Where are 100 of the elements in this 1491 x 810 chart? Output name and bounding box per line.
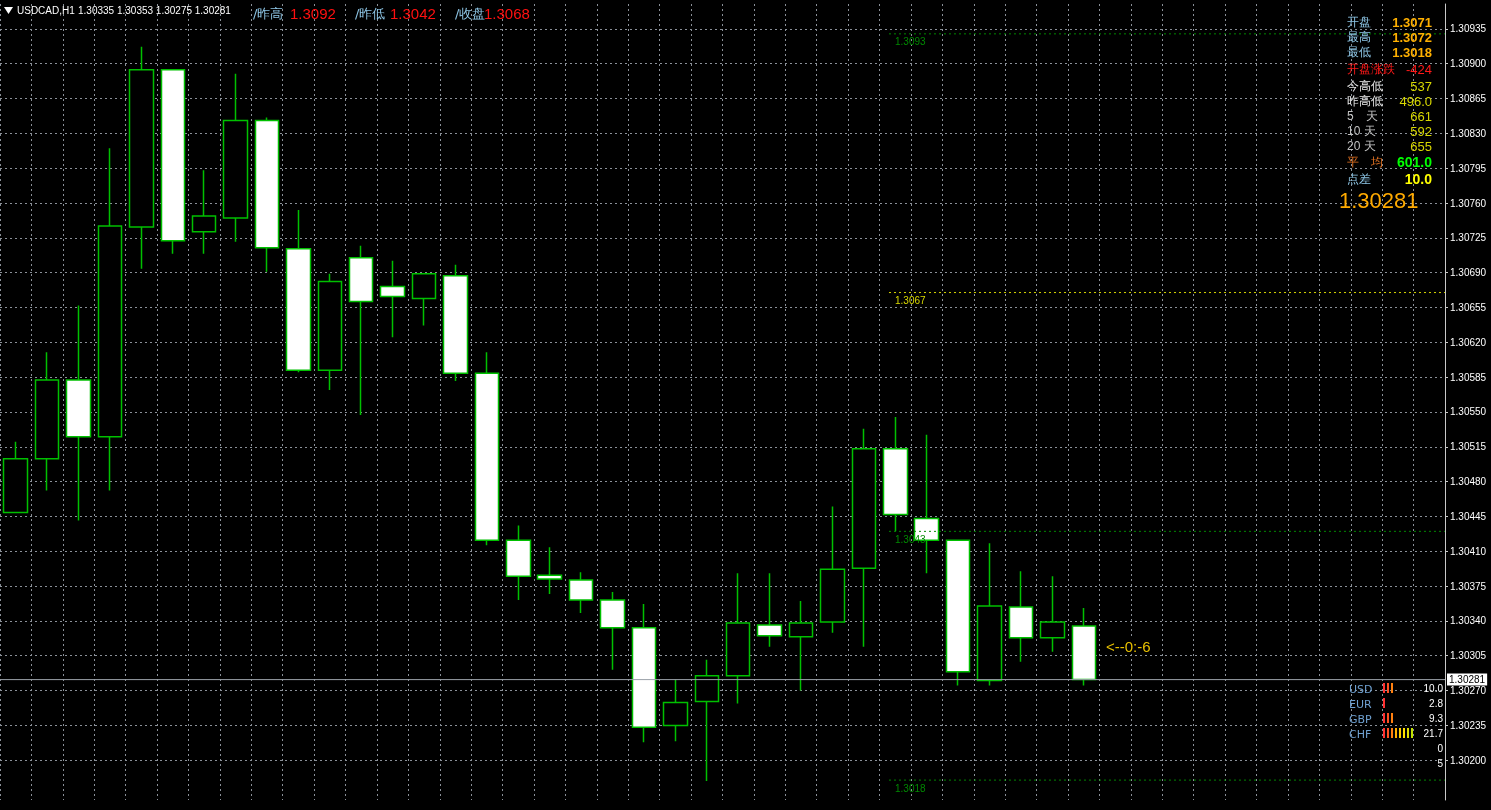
candlestick [411,272,437,327]
annotation: 496.0 [1399,93,1432,109]
annotation: 1.3068 [484,4,530,22]
ref-line-label: 1.3093 [894,36,927,48]
annotation: 537 [1410,78,1432,94]
annotation: 592 [1410,123,1432,139]
annotation: -424 [1405,61,1432,77]
annotation: 点差 [1347,172,1371,186]
annotation: 今高低 [1347,79,1383,93]
y-tick-label: 1.30340 [1450,615,1487,627]
y-tick-label: 1.30550 [1450,406,1487,418]
annotation: 开盘涨跌 [1347,62,1395,76]
y-tick-label: 1.30935 [1450,23,1487,35]
y-tick-label: 1.30725 [1450,232,1487,244]
y-tick-label: 1.30690 [1450,267,1487,279]
annotation: 0 [1437,742,1444,754]
candlestick [348,245,374,416]
y-tick-label: 1.30865 [1450,93,1487,105]
y-tick-label: 1.30760 [1450,197,1487,209]
candlestick [379,259,406,339]
y-tick-label: 1.30620 [1450,336,1487,348]
y-tick-label: 1.30410 [1450,545,1487,557]
annotation: 平 均 [1347,155,1383,169]
candlestick [128,46,155,270]
candlestick [756,572,783,648]
candlestick [945,539,971,687]
candlestick [631,603,657,744]
candlestick [65,304,92,522]
candlestick [191,169,217,255]
candlestick [568,571,594,614]
candlestick [442,263,469,382]
annotation: 1.3042 [390,4,436,22]
annotation: 开盘 [1347,15,1371,29]
annotation: 1.3072 [1392,29,1432,45]
candlestick [317,272,343,391]
candlestick [725,572,751,705]
candlestick [882,416,909,533]
annotation: 1.3071 [1392,14,1432,30]
y-tick-label: 1.30235 [1450,719,1487,731]
annotation: /收盘 [455,5,486,21]
annotation: 21.7 [1423,727,1444,739]
annotation: 最低 [1347,45,1371,59]
annotation: 9.3 [1429,712,1444,724]
candlestick [662,678,689,743]
candlestick [694,658,720,782]
annotation: <--0:-6 [1106,637,1151,655]
candlestick [1071,607,1097,687]
candlestick [285,209,312,373]
candlestick [1039,575,1066,653]
annotation: 655 [1410,138,1432,154]
y-tick-label: 1.30830 [1450,127,1487,139]
y-tick-label: 1.30795 [1450,162,1487,174]
candlestick [819,505,846,634]
y-tick-label: 1.30515 [1450,441,1487,453]
annotation: 20 天 [1347,139,1376,153]
y-tick-label: 1.30375 [1450,580,1487,592]
y-tick-label: 1.30585 [1450,371,1487,383]
annotation: GBP [1349,712,1373,726]
ref-line-label: 1.3018 [894,782,927,794]
annotation: 10 天 [1347,124,1376,138]
y-tick-label: 1.30200 [1450,754,1487,766]
annotation: 2.8 [1429,697,1444,709]
y-tick-label: 1.30655 [1450,301,1487,313]
annotation: 601.0 [1396,154,1433,170]
y-tick-label: 1.30480 [1450,476,1487,488]
annotation: USD [1349,682,1373,696]
annotation: 5 [1437,757,1444,769]
annotation: 10.0 [1404,171,1433,187]
candlestick [97,147,123,492]
candlestick [254,116,280,273]
annotation: 10.0 [1423,682,1444,694]
annotation: EUR [1349,697,1372,711]
ref-line-label: 1.30281 [1449,674,1486,686]
candlestick [505,524,532,601]
candlestick [1008,570,1034,663]
y-tick-label: 1.30270 [1450,685,1487,697]
y-tick-label: 1.30900 [1450,58,1487,70]
annotation: 661 [1410,108,1432,124]
chart-title: USDCAD,H1 [17,4,76,16]
candlestick [599,591,626,671]
candlestick [34,351,60,492]
candlestick [2,441,29,514]
candlestick [536,546,563,595]
candlestick [851,428,877,648]
annotation: 1.30281 [1339,187,1419,213]
y-tick-label: 1.30305 [1450,650,1487,662]
candlestick [976,542,1003,687]
candlestick [474,351,500,547]
ref-line-label: 1.3043 [894,533,927,545]
candlestick [788,600,814,692]
annotation: 1.3018 [1392,44,1432,60]
annotation: 最高 [1347,30,1371,44]
annotation: /昨低 [355,5,386,21]
candlestick [222,72,249,243]
annotation: 5 天 [1347,109,1378,123]
annotation: CHF [1349,727,1372,741]
annotation: 昨高低 [1347,94,1383,108]
y-tick-label: 1.30445 [1450,510,1487,522]
annotation: 1.3092 [290,4,336,22]
chart-subtitle: 1.30335 1.30353 1.30275 1.30281 [78,4,232,16]
